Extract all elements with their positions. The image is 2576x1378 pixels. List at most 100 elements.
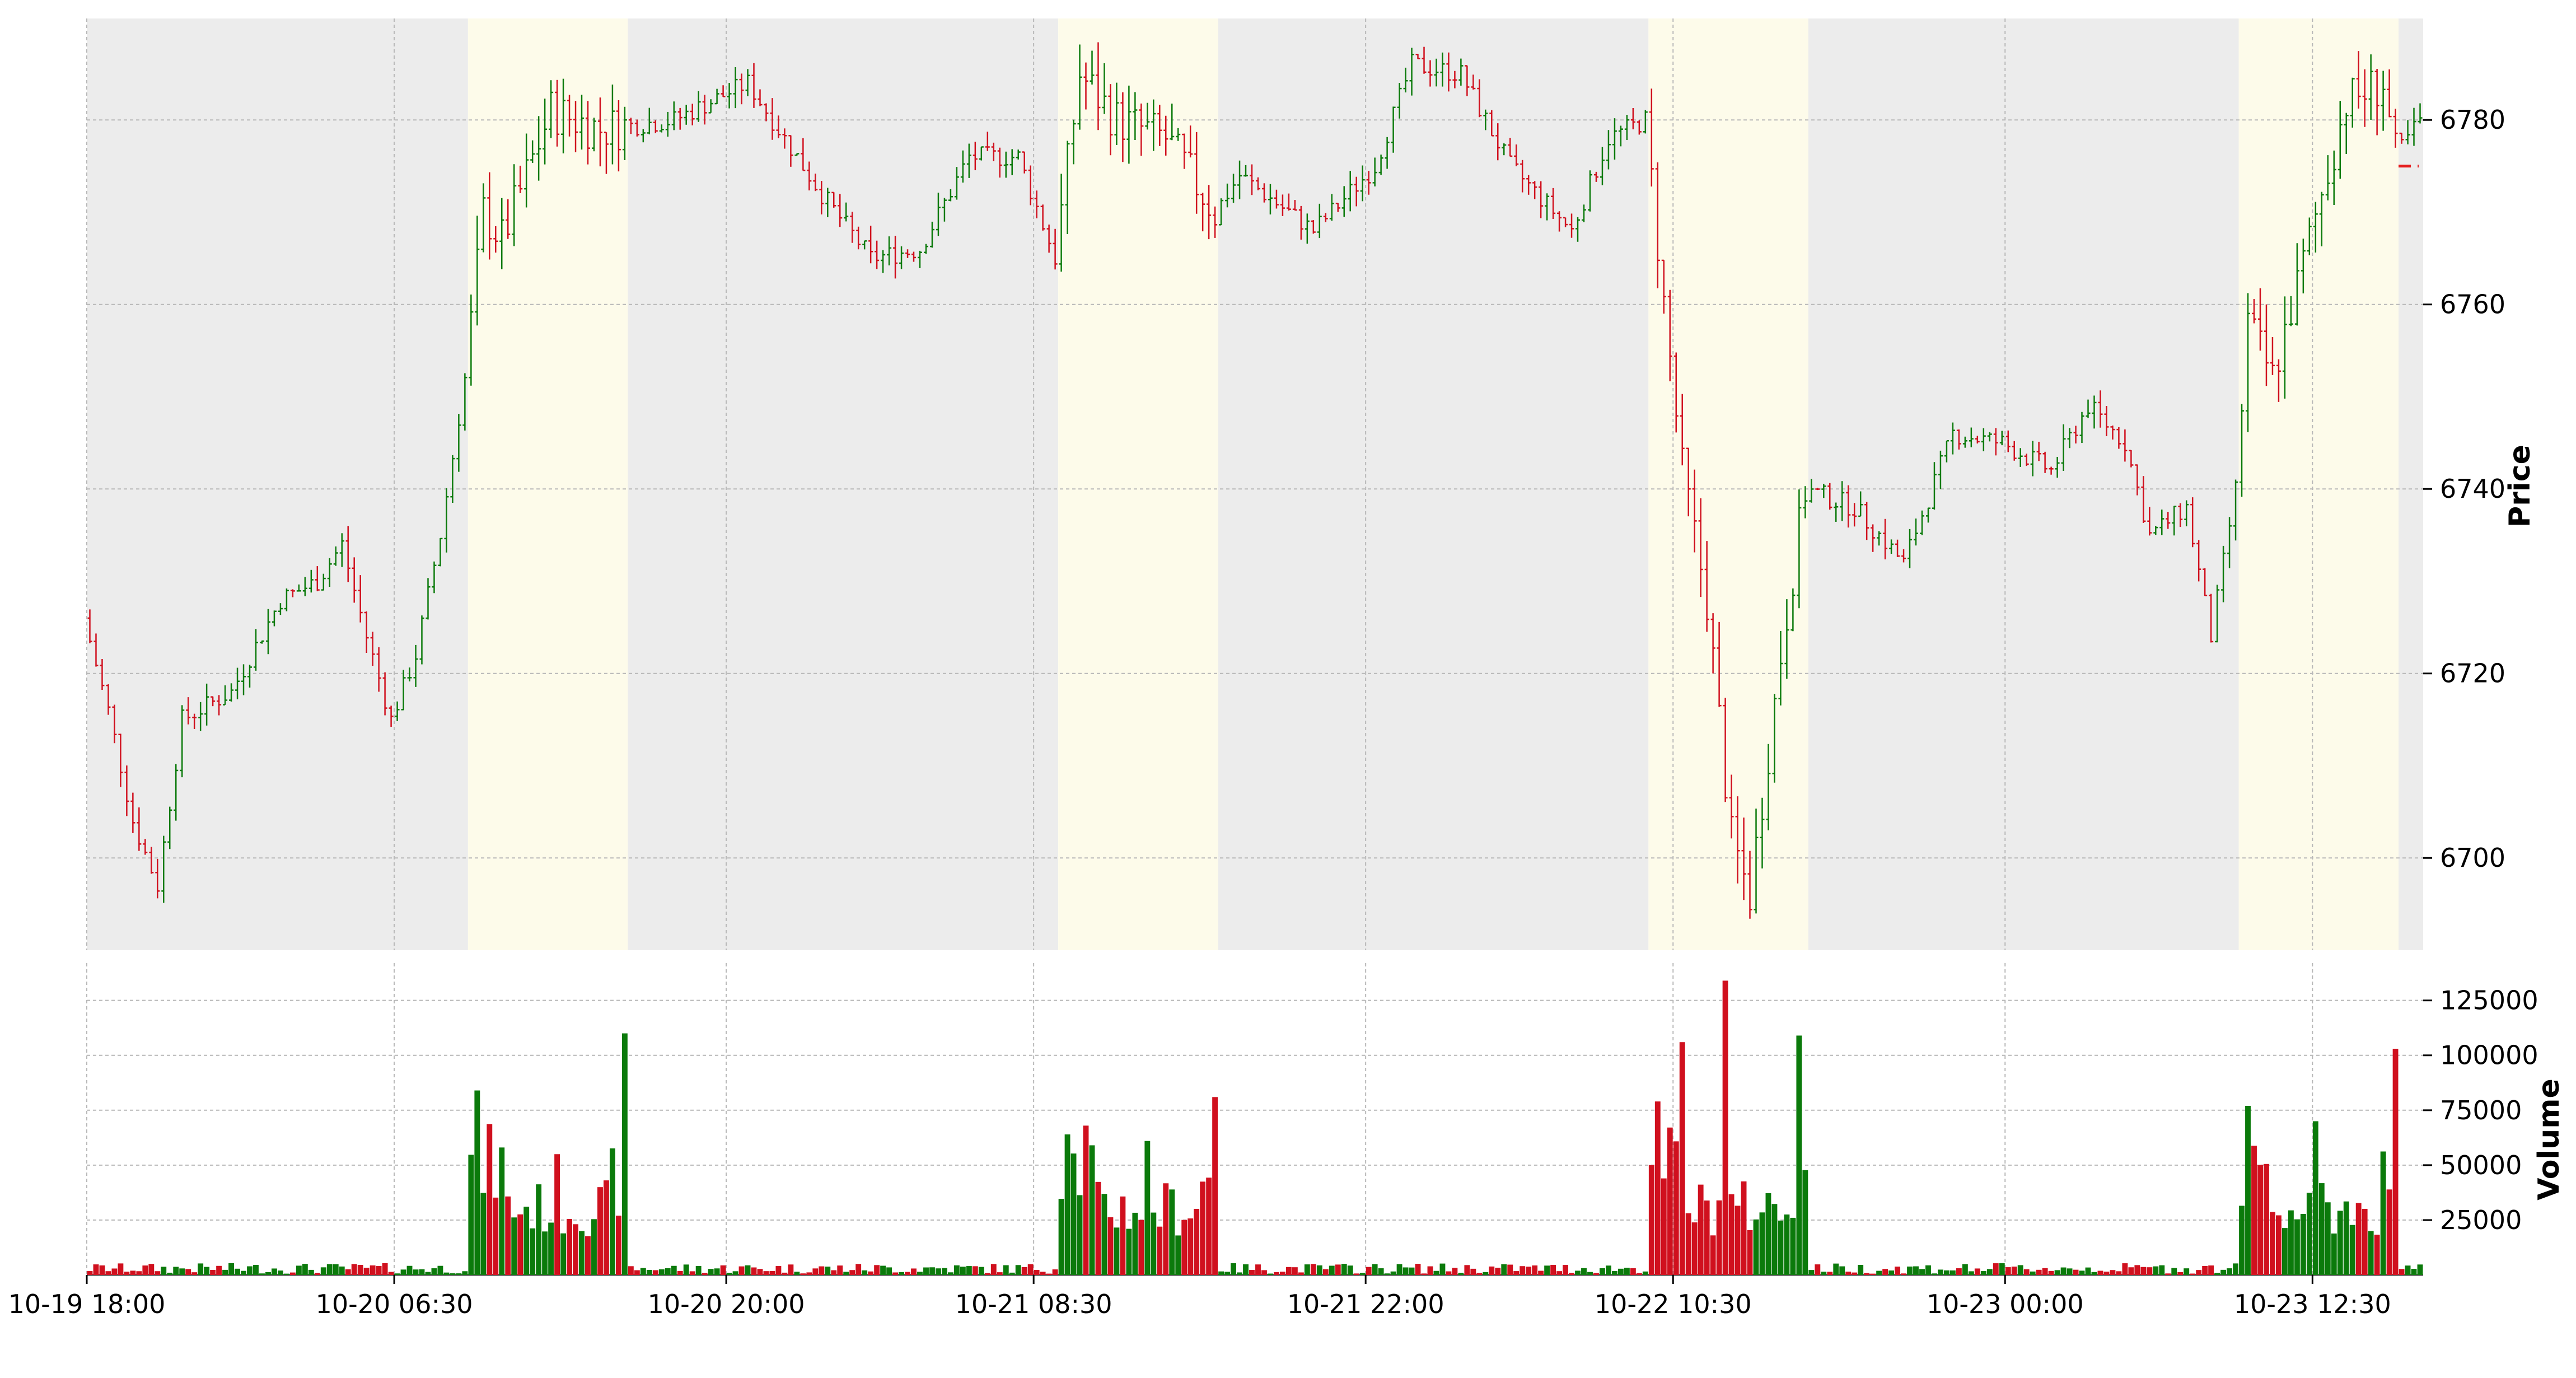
volume-bar bbox=[1827, 1272, 1833, 1275]
volume-bar bbox=[1058, 1199, 1064, 1275]
ohlc-bar bbox=[677, 108, 682, 130]
volume-bar bbox=[849, 1270, 855, 1275]
volume-bar bbox=[2103, 1272, 2110, 1275]
volume-tick-label: 75000 bbox=[2440, 1095, 2522, 1125]
ohlc-bar bbox=[2104, 406, 2109, 437]
volume-bar bbox=[689, 1271, 695, 1275]
volume-bar bbox=[1802, 1170, 1808, 1275]
price-tick-label: 6760 bbox=[2440, 289, 2505, 320]
volume-bars bbox=[87, 980, 2423, 1275]
volume-bar bbox=[2165, 1273, 2171, 1275]
volume-bar bbox=[978, 1267, 984, 1275]
volume-bar bbox=[326, 1264, 333, 1275]
ohlc-bar bbox=[549, 80, 554, 138]
ohlc-bar bbox=[1477, 79, 1482, 118]
ohlc-bar bbox=[180, 705, 185, 778]
volume-bar bbox=[148, 1264, 155, 1275]
volume-bar bbox=[1526, 1267, 1532, 1275]
ohlc-bar bbox=[708, 99, 713, 114]
volume-bar bbox=[1310, 1264, 1316, 1275]
x-tick-label: 10-22 10:30 bbox=[1595, 1289, 1752, 1319]
volume-bar bbox=[2128, 1267, 2134, 1275]
ohlc-bar bbox=[259, 640, 264, 644]
volume-bar bbox=[2159, 1265, 2165, 1275]
volume-bar bbox=[1089, 1145, 1095, 1275]
ohlc-bar bbox=[161, 835, 166, 903]
ohlc-bar bbox=[1729, 774, 1734, 839]
volume-bar bbox=[1667, 1127, 1673, 1275]
ohlc-bar bbox=[739, 73, 744, 105]
ohlc-bar bbox=[751, 63, 756, 108]
volume-bar bbox=[450, 1273, 456, 1275]
ohlc-bar bbox=[382, 672, 387, 716]
ohlc-bar bbox=[2294, 243, 2299, 326]
ohlc-bar bbox=[1624, 115, 1629, 141]
volume-bar bbox=[806, 1272, 812, 1275]
ohlc-bar bbox=[844, 202, 849, 222]
ohlc-bar bbox=[1723, 698, 1728, 802]
volume-bar bbox=[621, 1033, 628, 1275]
volume-bar bbox=[308, 1269, 314, 1275]
ohlc-bar bbox=[1760, 797, 1765, 868]
ohlc-bar bbox=[1108, 84, 1113, 156]
ohlc-bar bbox=[370, 632, 375, 666]
volume-bar bbox=[1132, 1212, 1138, 1275]
volume-bar bbox=[628, 1266, 634, 1275]
ohlc-bar bbox=[1661, 259, 1666, 314]
ohlc-bar bbox=[1250, 164, 1255, 195]
ohlc-bar bbox=[1009, 149, 1014, 175]
ohlc-bar bbox=[801, 138, 806, 171]
volume-bar bbox=[1710, 1235, 1716, 1275]
ohlc-bar bbox=[315, 566, 320, 591]
volume-bar bbox=[929, 1267, 935, 1275]
volume-bar bbox=[972, 1266, 978, 1275]
ohlc-bar bbox=[1673, 352, 1679, 433]
volume-bar bbox=[1083, 1125, 1089, 1275]
ohlc-bar bbox=[2135, 464, 2140, 496]
volume-bar bbox=[1624, 1268, 1630, 1275]
volume-bar bbox=[1372, 1264, 1378, 1275]
ohlc-bar bbox=[1440, 52, 1445, 87]
ohlc-bar bbox=[2184, 500, 2189, 526]
ohlc-bar bbox=[524, 133, 529, 208]
ohlc-bar bbox=[1526, 175, 1531, 195]
ohlc-bar bbox=[1071, 119, 1076, 165]
ohlc-bar bbox=[1575, 217, 1581, 242]
volume-axis-label: Volume bbox=[2532, 1078, 2566, 1200]
ohlc-bar bbox=[211, 696, 216, 707]
volume-bar bbox=[2017, 1265, 2023, 1275]
volume-bar bbox=[1046, 1273, 1052, 1275]
volume-bar bbox=[1126, 1228, 1132, 1275]
ohlc-bar bbox=[2240, 404, 2245, 497]
volume-bar bbox=[1722, 980, 1728, 1275]
volume-bar bbox=[118, 1263, 124, 1275]
ohlc-bar bbox=[819, 181, 824, 214]
volume-bar bbox=[1194, 1208, 1200, 1275]
volume-bar bbox=[880, 1265, 886, 1275]
volume-bar bbox=[394, 1273, 400, 1275]
x-tick-label: 10-21 22:00 bbox=[1287, 1289, 1444, 1319]
volume-bar bbox=[677, 1270, 683, 1275]
volume-panel: 25000 50000 75000 100000 125000 Volume bbox=[86, 963, 2566, 1276]
ohlc-bar bbox=[1243, 165, 1249, 177]
volume-bar bbox=[843, 1272, 849, 1275]
ohlc-bar bbox=[2196, 540, 2201, 582]
ohlc-bar bbox=[308, 569, 314, 593]
volume-tick-label: 100000 bbox=[2440, 1040, 2538, 1071]
ohlc-bar bbox=[2005, 430, 2011, 452]
ohlc-bar bbox=[1925, 507, 1930, 523]
ohlc-bar bbox=[2344, 113, 2349, 154]
ohlc-bar bbox=[1809, 479, 1814, 503]
ohlc-bar bbox=[155, 858, 160, 899]
volume-bar bbox=[899, 1272, 905, 1275]
volume-bar bbox=[2368, 1231, 2374, 1275]
ohlc-bar bbox=[1871, 524, 1876, 552]
ohlc-bar bbox=[1754, 809, 1759, 914]
ohlc-bar bbox=[1680, 394, 1685, 466]
ohlc-bar bbox=[352, 557, 357, 603]
volume-bar bbox=[1396, 1264, 1402, 1275]
ohlc-bar bbox=[1046, 225, 1051, 253]
volume-bar bbox=[1864, 1273, 1870, 1275]
volume-bar bbox=[2190, 1273, 2196, 1275]
